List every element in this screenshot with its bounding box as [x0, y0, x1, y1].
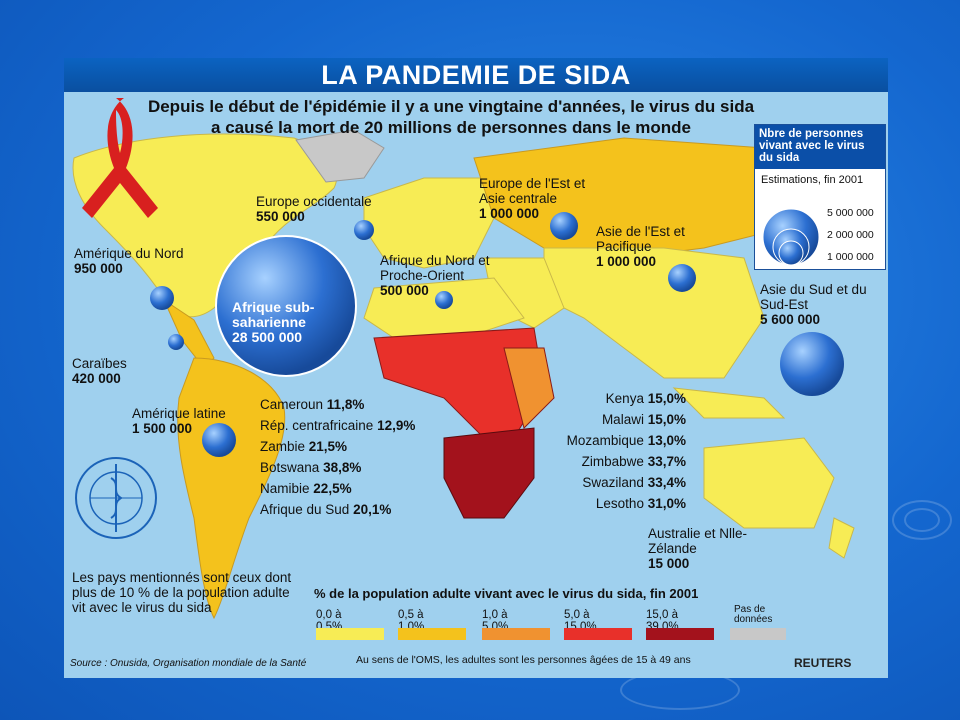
southern-africa	[443, 427, 535, 519]
bubble-legend-size: 1 000 000	[827, 251, 874, 263]
bubble-western-europe	[354, 220, 374, 240]
bubble-legend-icon	[762, 208, 820, 266]
red-ribbon-icon	[82, 98, 158, 218]
label-australia: Australie et Nlle-Zélande 15 000	[648, 526, 748, 571]
label-western-europe: Europe occidentale 550 000	[256, 194, 372, 224]
bubble-legend-size: 5 000 000	[827, 207, 874, 219]
country-row: Rép. centrafricaine 12,9%	[260, 418, 416, 433]
swatch-0-0.5	[316, 628, 384, 640]
background-ripple	[892, 500, 952, 540]
label-east-asia: Asie de l'Est et Pacifique 1 000 000	[596, 224, 685, 269]
label-eastern-europe: Europe de l'Est et Asie centrale 1 000 00…	[479, 176, 586, 221]
countries-right-list: Kenya 15,0% Malawi 15,0% Mozambique 13,0…	[550, 388, 686, 514]
label-north-africa: Afrique du Nord et Proche-Orient 500 000	[380, 253, 490, 298]
countries-left-list: Cameroun 11,8% Rép. centrafricaine 12,9%…	[260, 394, 415, 520]
source-credit: Source : Onusida, Organisation mondiale …	[70, 658, 307, 669]
bubble-latin-america	[202, 423, 236, 457]
label-south-asia: Asie du Sud et du Sud-Est 5 600 000	[760, 282, 867, 327]
bubble-legend-size: 2 000 000	[827, 229, 874, 241]
bubble-caribbean	[168, 334, 184, 350]
australia	[703, 437, 835, 529]
europe	[363, 177, 495, 269]
swatch-0.5-1	[398, 628, 466, 640]
swatch-5-15	[564, 628, 632, 640]
label-north-america: Amérique du Nord 950 000	[74, 246, 184, 276]
who-emblem-icon	[75, 457, 157, 539]
country-row: Namibie 22,5%	[260, 481, 352, 496]
page-title: LA PANDEMIE DE SIDA	[64, 58, 888, 92]
country-row: Malawi 15,0%	[601, 412, 686, 427]
bubble-north-africa	[435, 291, 453, 309]
south-america	[177, 357, 286, 620]
label-sub-saharan-africa: Afrique sub-saharienne 28 500 000	[232, 299, 315, 345]
bubble-sub-saharan-africa	[215, 235, 357, 377]
background-ripple	[904, 508, 940, 532]
country-row: Swaziland 33,4%	[582, 475, 686, 490]
greenland	[295, 129, 385, 183]
country-row: Lesotho 31,0%	[595, 496, 686, 511]
indonesia	[672, 387, 786, 419]
label-latin-america: Amérique latine 1 500 000	[132, 406, 226, 436]
new-zealand	[828, 517, 855, 559]
infographic: LA PANDEMIE DE SIDA Depuis le début de l…	[64, 58, 888, 678]
world-map	[72, 98, 855, 620]
reuters-logo: REUTERS	[794, 656, 852, 670]
subtitle: Depuis le début de l'épidémie il y a une…	[147, 97, 755, 137]
country-row: Afrique du Sud 20,1%	[260, 502, 392, 517]
bubble-south-asia	[780, 332, 844, 396]
bubble-eastern-europe	[550, 212, 578, 240]
country-row: Botswana 38,8%	[260, 460, 362, 475]
bubble-legend: Nbre de personnes vivant avec le virus d…	[754, 124, 886, 270]
swatch-15-39	[646, 628, 714, 640]
swatch-1-5	[482, 628, 550, 640]
bubble-legend-heading: Nbre de personnes vivant avec le virus d…	[755, 125, 885, 169]
country-row: Zambie 21,5%	[260, 439, 348, 454]
footnote-countries: Les pays mentionnés sont ceux dont plus …	[72, 570, 292, 615]
country-row: Mozambique 13,0%	[566, 433, 686, 448]
country-row: Kenya 15,0%	[605, 391, 686, 406]
country-row: Zimbabwe 33,7%	[581, 454, 686, 469]
east-africa	[503, 347, 555, 429]
swatch-no-data	[730, 628, 786, 640]
label-caribbean: Caraïbes 420 000	[72, 356, 127, 386]
bubble-north-america	[150, 286, 174, 310]
oms-footnote: Au sens de l'OMS, les adultes sont les p…	[356, 654, 691, 666]
bubble-legend-estimate: Estimations, fin 2001	[761, 174, 864, 186]
color-key-title: % de la population adulte vivant avec le…	[314, 586, 699, 601]
bubble-east-asia	[668, 264, 696, 292]
country-row: Cameroun 11,8%	[260, 397, 365, 412]
